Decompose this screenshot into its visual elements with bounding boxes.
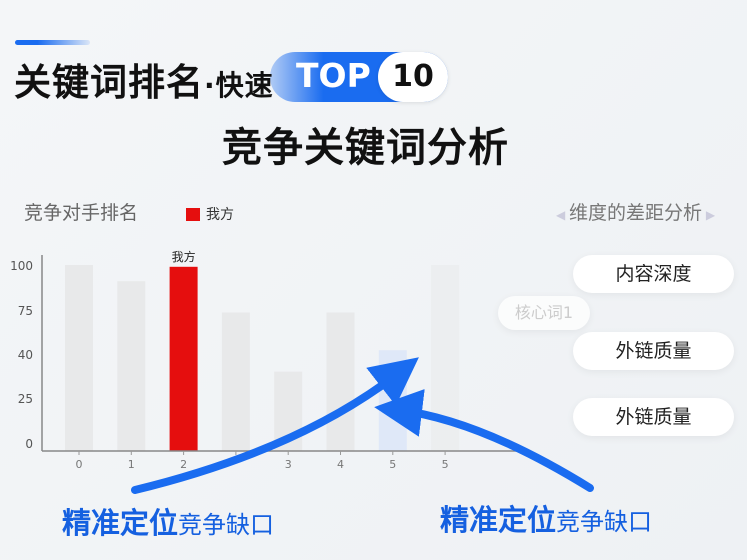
title-main: 关键词排名: [14, 61, 204, 104]
x-tick-label: 5: [389, 458, 396, 471]
chip-backlink-quality[interactable]: 外链质量: [573, 332, 734, 370]
page-title: 关键词排名·快速: [14, 52, 274, 106]
gap-analysis-title: ◀ 维度的差距分析 ▶: [556, 198, 715, 225]
bar-data-label: 我方: [172, 249, 196, 264]
badge-top: TOP: [296, 56, 371, 95]
gap-analysis-label: 维度的差距分析: [569, 202, 703, 224]
x-tick-label: 3: [285, 458, 292, 471]
bar-1: [117, 281, 146, 451]
title-suffix: ·快速: [204, 69, 274, 102]
chip-core-keyword[interactable]: 核心词1: [498, 296, 590, 330]
legend-label: 我方: [206, 207, 234, 223]
arrow-right-curve: [374, 389, 594, 492]
x-tick-label: 0: [76, 458, 83, 471]
chart-legend: 我方: [186, 204, 234, 224]
bar-6: [378, 350, 407, 451]
y-tick-label: 75: [18, 304, 33, 318]
chart-title: 竞争对手排名: [24, 202, 139, 224]
page-subtitle: 竞争关键词分析: [222, 125, 509, 171]
bar-3: [221, 312, 250, 451]
badge-number: 10: [378, 52, 448, 102]
caption-bold: 精准定位: [62, 506, 179, 540]
y-tick-label: 100: [10, 259, 33, 273]
caption-normal: 竞争缺口: [178, 511, 275, 539]
y-tick-label: 40: [18, 348, 33, 362]
chevron-left-icon: ◀: [556, 208, 570, 222]
bar-0: [65, 265, 93, 451]
x-tick-label: 2: [180, 458, 187, 471]
bottom-caption-right: 精准定位竞争缺口: [440, 497, 652, 539]
legend-swatch: [186, 207, 200, 221]
y-tick-label: 25: [18, 392, 33, 406]
accent-bar: [15, 40, 90, 45]
caption-normal: 竞争缺口: [556, 508, 653, 536]
x-tick-label: 1: [128, 458, 135, 471]
arrow-left-curve: [131, 357, 419, 494]
x-tick-label: 4: [337, 458, 344, 471]
x-tick-label: 5: [442, 458, 449, 471]
chevron-right-icon: ▶: [702, 208, 716, 222]
bottom-caption-left: 精准定位竞争缺口: [62, 500, 274, 542]
top-badge: TOP 10: [270, 52, 448, 102]
chip-content-depth[interactable]: 内容深度: [573, 255, 734, 293]
caption-bold: 精准定位: [440, 503, 557, 537]
chip-backlink-quality-2[interactable]: 外链质量: [573, 398, 734, 436]
y-tick-label: 0: [25, 437, 33, 451]
bar-2: [169, 266, 198, 451]
bar-5: [326, 312, 355, 451]
